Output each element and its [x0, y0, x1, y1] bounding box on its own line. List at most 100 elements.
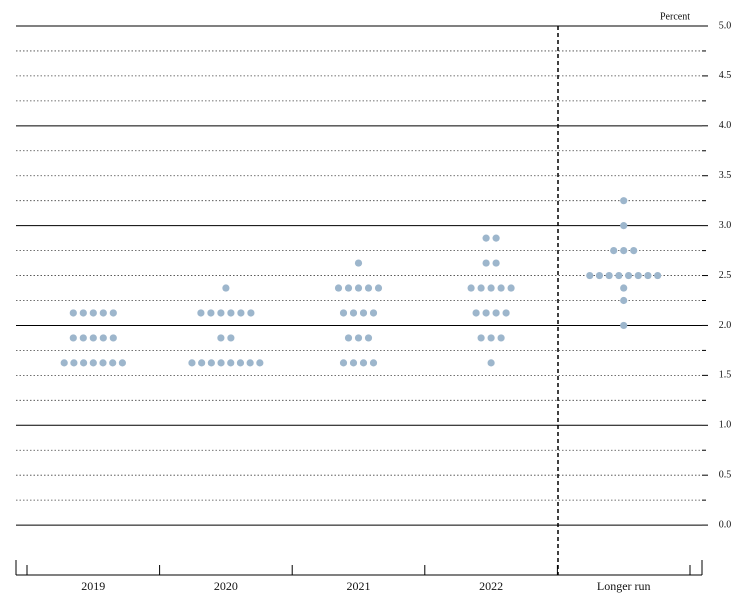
dot	[198, 359, 206, 367]
dot	[359, 359, 368, 367]
x-tick-label: Longer run	[597, 579, 651, 593]
dot	[109, 309, 117, 317]
dot	[80, 359, 88, 367]
dot	[79, 309, 87, 317]
dot	[217, 359, 225, 367]
dot	[364, 284, 373, 292]
dot	[79, 334, 87, 342]
dot	[615, 271, 623, 280]
dot	[482, 309, 490, 317]
dot	[620, 284, 628, 292]
y-tick-label: 4.5	[719, 70, 732, 81]
dot	[634, 271, 642, 280]
dot	[369, 309, 378, 317]
dot	[99, 359, 107, 367]
dot	[69, 334, 77, 342]
dot	[497, 334, 505, 342]
x-tick-label: 2022	[479, 579, 503, 593]
dot	[70, 359, 78, 367]
dot	[227, 334, 235, 342]
dot	[369, 359, 378, 367]
dot	[109, 359, 117, 367]
dot	[482, 259, 490, 267]
dot	[227, 309, 235, 317]
dot	[654, 271, 662, 280]
dot	[246, 359, 254, 367]
dot	[207, 359, 215, 367]
dot	[349, 309, 358, 317]
dot	[620, 246, 628, 255]
dot	[222, 284, 230, 292]
x-tick-label: 2020	[214, 579, 238, 593]
dot	[644, 271, 652, 280]
dot	[188, 359, 196, 367]
y-tick-label: 1.5	[719, 370, 732, 381]
dot	[477, 334, 485, 342]
dot	[620, 197, 628, 205]
dot	[118, 359, 126, 367]
dot	[237, 309, 245, 317]
dot	[472, 309, 480, 317]
dot	[217, 309, 225, 317]
dot	[359, 309, 368, 317]
y-tick-label: 0.5	[719, 469, 732, 480]
dot	[586, 271, 594, 280]
dot	[339, 359, 348, 367]
y-tick-label: 0.0	[719, 519, 732, 530]
dot	[197, 309, 205, 317]
dot	[339, 309, 348, 317]
y-tick-label: 2.5	[719, 270, 732, 281]
dot	[630, 246, 638, 255]
dot	[507, 284, 515, 292]
dot	[620, 296, 628, 305]
dot	[354, 284, 363, 292]
dot	[497, 284, 505, 292]
dot	[605, 271, 613, 280]
dot	[89, 359, 97, 367]
dot	[236, 359, 245, 367]
dot	[227, 359, 235, 367]
dot	[69, 309, 77, 317]
dot	[207, 309, 215, 317]
dot	[109, 334, 117, 342]
dot	[364, 334, 373, 342]
dot	[60, 359, 68, 367]
dot	[354, 259, 363, 267]
dot	[610, 246, 618, 255]
dot	[492, 309, 500, 317]
y-tick-label: 1.0	[719, 420, 732, 431]
dot	[482, 234, 490, 242]
dot	[595, 271, 604, 280]
dot	[624, 271, 633, 280]
dot	[99, 309, 107, 317]
dot	[502, 309, 510, 317]
dot	[89, 334, 97, 342]
x-tick-label: 2021	[347, 579, 371, 593]
dot	[374, 284, 383, 292]
y-axis-label: Percent	[660, 11, 690, 22]
dot	[492, 259, 500, 267]
dot	[487, 284, 495, 292]
dot	[344, 334, 353, 342]
y-tick-label: 2.0	[719, 320, 732, 331]
dot	[99, 334, 107, 342]
dot	[492, 234, 500, 242]
dot	[620, 222, 628, 230]
dot	[256, 359, 264, 367]
dot	[247, 309, 255, 317]
dot	[349, 359, 358, 367]
dot	[487, 359, 495, 367]
dot	[487, 334, 495, 342]
dot	[620, 321, 628, 330]
y-tick-label: 4.0	[719, 120, 732, 131]
dot	[334, 284, 343, 292]
y-tick-label: 5.0	[719, 20, 732, 31]
dot	[467, 284, 475, 292]
dot	[354, 334, 363, 342]
y-tick-label: 3.5	[719, 170, 732, 181]
dot	[89, 309, 97, 317]
dot	[477, 284, 485, 292]
dot	[217, 334, 225, 342]
dot	[344, 284, 353, 292]
